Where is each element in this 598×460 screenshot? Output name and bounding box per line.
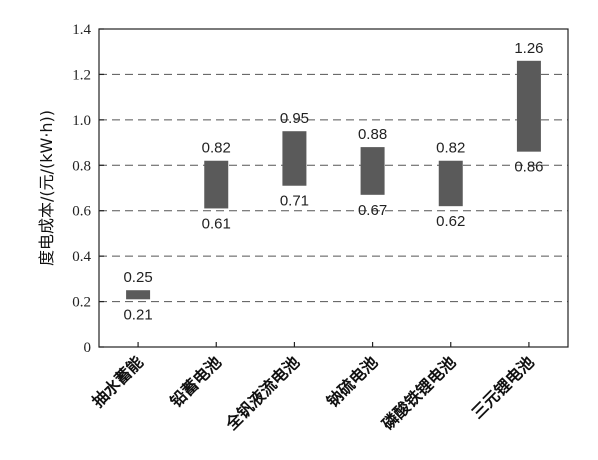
range-bar: [438, 160, 463, 207]
y-tick-label: 1.0: [72, 113, 91, 129]
x-category-label: 三元锂电池: [468, 352, 538, 422]
range-bar: [360, 147, 385, 195]
y-tick-label: 1.2: [72, 67, 91, 83]
data-label-low: 0.86: [514, 159, 543, 176]
data-label-high: 0.82: [436, 140, 465, 157]
y-tick-label: 0.4: [72, 249, 91, 265]
y-tick-label: 1.4: [72, 22, 91, 38]
range-bar: [204, 160, 229, 209]
data-label-high: 0.88: [358, 126, 387, 143]
x-category-label: 抽水蓄能: [88, 352, 147, 411]
data-label-high: 1.26: [514, 40, 543, 57]
y-tick-label: 0.6: [72, 204, 91, 220]
data-label-low: 0.62: [436, 213, 465, 230]
y-axis-label: 度电成本/(元/(kW·h)): [37, 110, 56, 266]
y-tick-label: 0.2: [72, 295, 91, 311]
data-label-high: 0.95: [280, 110, 309, 127]
range-bar: [126, 290, 151, 300]
data-label-high: 0.82: [202, 140, 231, 157]
plot-frame: [98, 28, 569, 348]
x-category-label: 全钒液流电池: [221, 352, 303, 434]
range-bar: [516, 60, 541, 152]
data-labels: 0.25 0.21 0.82 0.61 0.95 0.71 0.88 0.67 0.82 0.62…: [123, 40, 543, 323]
x-category-label: 铅蓄电池: [166, 352, 225, 411]
range-bar: [282, 131, 307, 186]
x-category-label: 磷酸铁锂电池: [378, 352, 459, 433]
y-tick-label: 0.8: [72, 158, 91, 174]
data-label-low: 0.61: [202, 215, 231, 232]
y-tick-label: 0: [84, 340, 92, 356]
y-axis-ticks: 0 0.2 0.4 0.6 0.8 1.0 1.2 1.4: [72, 22, 104, 356]
data-label-high: 0.25: [123, 269, 152, 286]
data-label-low: 0.21: [123, 306, 152, 323]
bars: [126, 60, 541, 300]
data-label-low: 0.67: [358, 202, 387, 219]
gridlines: [99, 73, 568, 303]
x-category-label: 钠硫电池: [323, 352, 382, 411]
data-label-low: 0.71: [280, 193, 309, 210]
